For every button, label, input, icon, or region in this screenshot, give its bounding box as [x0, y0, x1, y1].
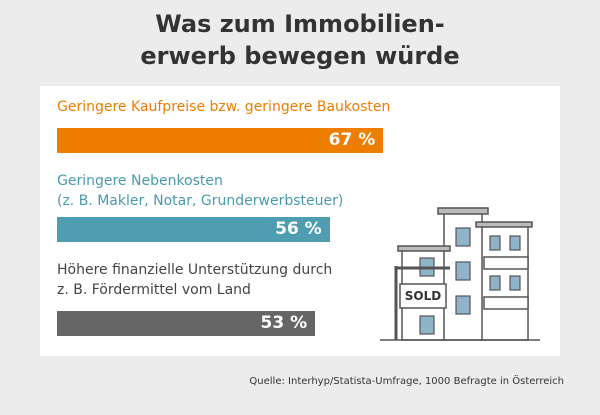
- bar: 67 %: [57, 128, 384, 153]
- value-label: 67 %: [328, 130, 376, 150]
- category-label: Geringere Kaufpreise bzw. geringere Bauk…: [57, 99, 391, 115]
- bar: 56 %: [57, 217, 330, 242]
- value-label: 53 %: [260, 313, 308, 333]
- chart-title: Was zum Immobilien- erwerb bewegen würde: [140, 10, 460, 70]
- category-label: Höhere finanzielle Unterstützung durch z…: [57, 262, 333, 298]
- bar: 53 %: [57, 311, 316, 336]
- category-label: Geringere Nebenkosten (z. B. Makler, Not…: [57, 173, 344, 209]
- source-note: Quelle: Interhyp/Statista-Umfrage, 1000 …: [249, 376, 564, 387]
- sign-text: SOLD: [405, 289, 441, 303]
- value-label: 56 %: [275, 219, 322, 239]
